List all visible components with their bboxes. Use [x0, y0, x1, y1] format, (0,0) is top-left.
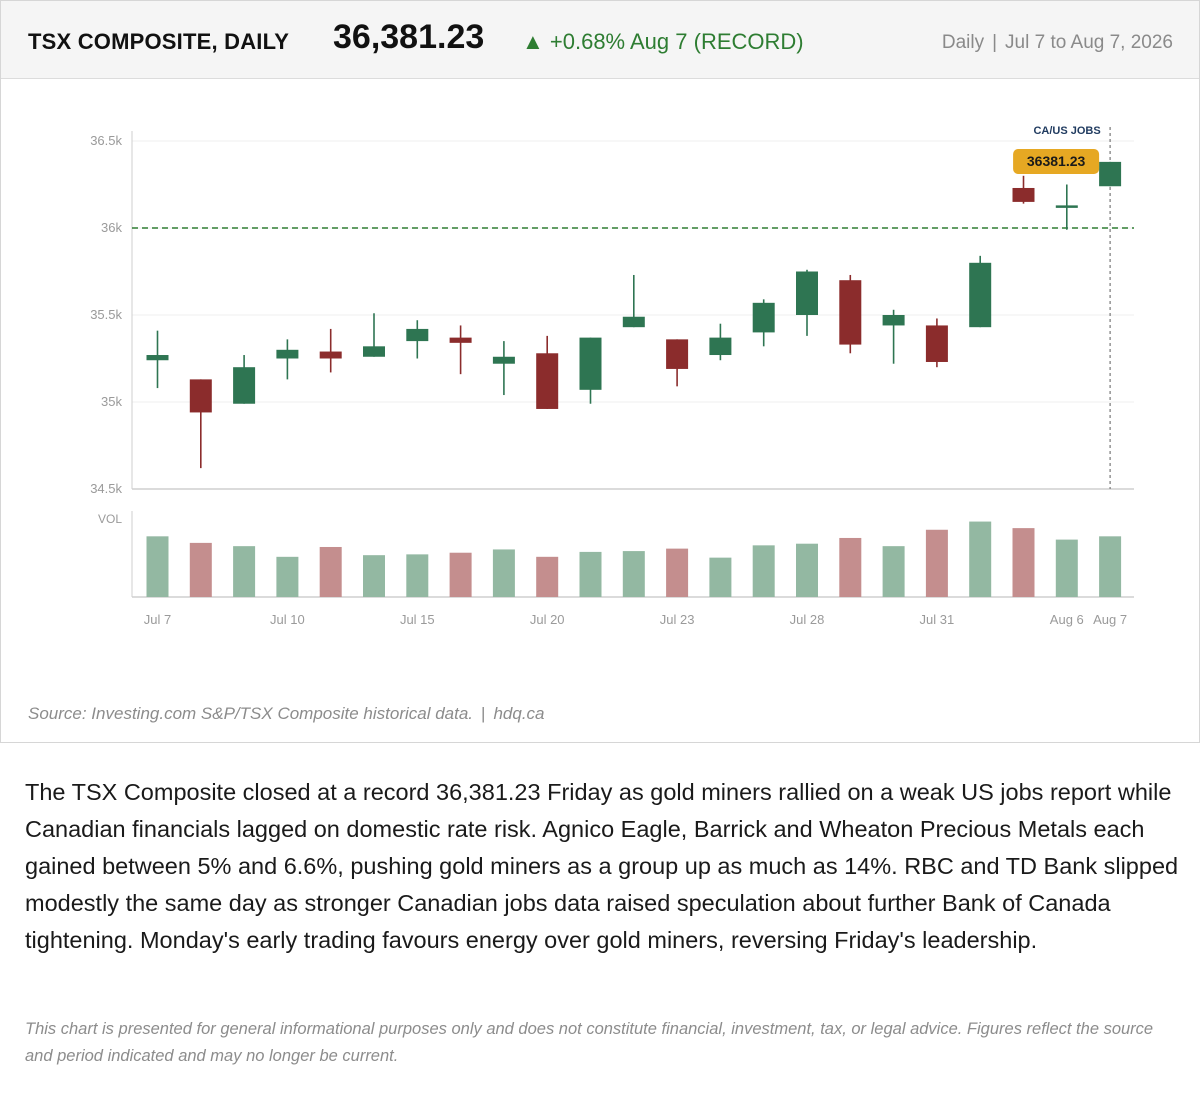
annotation-label: CA/US JOBS	[1033, 125, 1100, 137]
last-price-badge	[1013, 149, 1100, 174]
volume-bar	[319, 546, 342, 597]
volume-bar	[449, 552, 472, 597]
y-tick-label: 34.5k	[90, 481, 122, 496]
volume-bar	[492, 549, 515, 597]
chart-title: TSX COMPOSITE, DAILY	[28, 29, 290, 54]
volume-bar	[925, 529, 948, 597]
candle-body	[1055, 205, 1078, 208]
chart-card: TSX COMPOSITE, DAILY 36,381.23 ▲ +0.68% …	[0, 0, 1200, 743]
y-tick-label: 35.5k	[90, 307, 122, 322]
last-price: 36,381.23	[333, 18, 485, 56]
last-price-badge-label: 36381.23	[1027, 153, 1086, 169]
candle-body	[882, 315, 905, 326]
volume-bar	[579, 551, 602, 597]
candle-body	[276, 349, 299, 359]
x-tick-label: Jul 15	[400, 612, 435, 627]
candle-body	[796, 271, 818, 315]
source-text: Source: Investing.com S&P/TSX Composite …	[28, 704, 474, 723]
volume-bar	[406, 554, 429, 597]
candle-body	[319, 351, 342, 359]
volume-bar	[363, 555, 385, 597]
candle-body	[752, 302, 775, 333]
candle-body	[536, 353, 559, 409]
frequency-label: Daily	[941, 32, 985, 53]
period-info: Daily | Jul 7 to Aug 7, 2026	[942, 32, 1173, 54]
volume-bar	[146, 536, 169, 597]
disclaimer: This chart is presented for general info…	[25, 1020, 1154, 1065]
volume-bar	[1055, 539, 1078, 597]
candle-body	[839, 280, 862, 345]
volume-bar	[666, 548, 689, 597]
volume-bar	[233, 546, 256, 597]
volume-bar	[882, 546, 905, 597]
volume-bar	[752, 545, 775, 597]
x-tick-label: Jul 28	[790, 612, 825, 627]
candlestick-chart: 34.5k 35k 35.5k 36k 36.5k CA/US JOBS VOL Jul 7 J…	[90, 125, 1134, 627]
candle-body	[666, 339, 689, 369]
x-tick-label: Jul 23	[660, 612, 695, 627]
x-tick-label: Aug 7	[1093, 612, 1127, 627]
y-tick-label: 35k	[101, 394, 122, 409]
volume-axis-label: VOL	[98, 512, 122, 526]
chart-source: Source: Investing.com S&P/TSX Composite …	[28, 704, 545, 724]
candle-body	[449, 337, 472, 343]
y-tick-label: 36k	[101, 220, 122, 235]
candle-body	[925, 325, 948, 362]
source-site: hdq.ca	[493, 704, 545, 723]
candle-body	[1099, 161, 1122, 187]
candle-body	[1012, 187, 1035, 202]
volume-bar	[969, 521, 992, 597]
candle-body	[233, 367, 256, 404]
volume-bar	[189, 542, 212, 597]
volume-bar	[622, 551, 645, 597]
price-change: ▲ +0.68% Aug 7 (RECORD)	[522, 29, 804, 54]
volume-bar	[709, 557, 732, 597]
candle-body	[146, 355, 169, 361]
x-tick-label: Aug 6	[1050, 612, 1084, 627]
x-tick-label: Jul 31	[920, 612, 955, 627]
candle-body	[579, 337, 602, 390]
chart-header: TSX COMPOSITE, DAILY 36,381.23 ▲ +0.68% …	[1, 1, 1199, 79]
source-separator: |	[481, 704, 486, 723]
y-tick-label: 36.5k	[90, 133, 122, 148]
volume-bar	[536, 556, 559, 597]
candle-body	[189, 379, 212, 413]
x-tick-label: Jul 20	[530, 612, 565, 627]
volume-bar	[796, 543, 818, 597]
x-tick-label: Jul 7	[144, 612, 171, 627]
article-body: The TSX Composite closed at a record 36,…	[25, 779, 1179, 953]
volume-bar	[276, 556, 299, 597]
volume-bar	[839, 537, 862, 597]
x-tick-label: Jul 10	[270, 612, 305, 627]
candle-body	[363, 346, 385, 357]
candle-body	[622, 316, 645, 328]
date-range: Jul 7 to Aug 7, 2026	[1005, 32, 1173, 53]
volume-bar	[1099, 536, 1122, 597]
candle-body	[969, 262, 992, 328]
period-separator: |	[992, 32, 998, 53]
candle-body	[406, 328, 429, 342]
candle-body	[492, 356, 515, 364]
volume-bar	[1012, 528, 1035, 597]
candle-body	[709, 337, 732, 356]
